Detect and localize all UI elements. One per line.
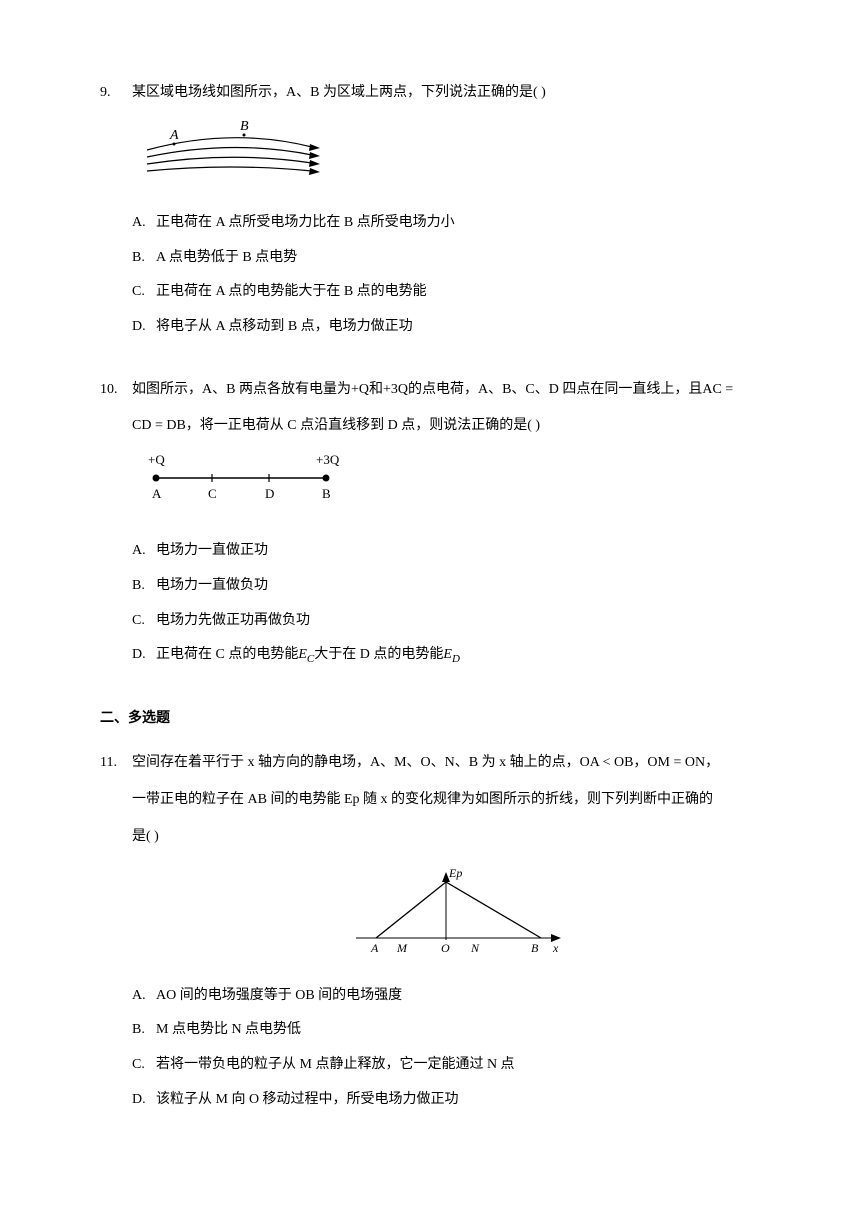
q10-fig-q1: +Q (148, 452, 165, 467)
opt-text: A 点电势低于 B 点电势 (156, 245, 297, 272)
q11-fig-b: B (531, 941, 539, 955)
opt-text: M 点电势比 N 点电势低 (156, 1017, 301, 1044)
q11-fig-x: x (552, 941, 559, 955)
q10-text-1: 如图所示，A、B 两点各放有电量为+Q和+3Q的点电荷，A、B、C、D 四点在同… (132, 377, 770, 404)
q10-node-b (323, 474, 330, 481)
opt-text: 正电荷在 A 点所受电场力比在 B 点所受电场力小 (156, 210, 455, 237)
opt-letter: C. (132, 1052, 156, 1079)
q9-option-a: A.正电荷在 A 点所受电场力比在 B 点所受电场力小 (132, 210, 770, 237)
opt-text: 正电荷在 A 点的电势能大于在 B 点的电势能 (156, 279, 427, 306)
q11-text-1: 空间存在着平行于 x 轴方向的静电场，A、M、O、N、B 为 x 轴上的点，OA… (132, 750, 770, 777)
opt-text: 正电荷在 C 点的电势能EC大于在 D 点的电势能ED (156, 642, 460, 670)
q9-figure: A B (132, 117, 770, 193)
ep-graph-icon: Ep A M O N B x (321, 860, 581, 960)
q11-number: 11. (100, 750, 132, 777)
q9-body: 某区域电场线如图所示，A、B 为区域上两点，下列说法正确的是( ) A B (132, 80, 770, 349)
question-9: 9. 某区域电场线如图所示，A、B 为区域上两点，下列说法正确的是( ) A B (100, 80, 770, 349)
opt-text: 该粒子从 M 向 O 移动过程中，所受电场力做正功 (156, 1087, 459, 1114)
q10-option-c: C.电场力先做正功再做负功 (132, 608, 770, 635)
q11-text-2: 一带正电的粒子在 AB 间的电势能 Ep 随 x 的变化规律为如图所示的折线，则… (132, 787, 770, 814)
q10-d-ed: ED (443, 647, 460, 662)
q11-fig-ep: Ep (448, 866, 462, 880)
q11-figure: Ep A M O N B x (132, 860, 770, 971)
opt-letter: B. (132, 573, 156, 600)
question-11: 11. 空间存在着平行于 x 轴方向的静电场，A、M、O、N、B 为 x 轴上的… (100, 750, 770, 1121)
opt-text: AO 间的电场强度等于 OB 间的电场强度 (156, 983, 402, 1010)
q9-stem: 9. 某区域电场线如图所示，A、B 为区域上两点，下列说法正确的是( ) A B (100, 80, 770, 349)
q9-option-b: B.A 点电势低于 B 点电势 (132, 245, 770, 272)
q10-d-ec: EC (298, 647, 314, 662)
q10-fig-a: A (152, 486, 162, 501)
q10-body: 如图所示，A、B 两点各放有电量为+Q和+3Q的点电荷，A、B、C、D 四点在同… (132, 377, 770, 678)
q11-options: A.AO 间的电场强度等于 OB 间的电场强度 B.M 点电势比 N 点电势低 … (132, 983, 770, 1113)
q10-fig-b: B (322, 486, 331, 501)
opt-letter: C. (132, 279, 156, 306)
q9-number: 9. (100, 80, 132, 107)
q11-stem: 11. 空间存在着平行于 x 轴方向的静电场，A、M、O、N、B 为 x 轴上的… (100, 750, 770, 1121)
opt-letter: D. (132, 642, 156, 670)
q11-fig-n: N (470, 941, 480, 955)
charge-line-icon: +Q +3Q A C D B (132, 450, 352, 510)
q10-fig-c: C (208, 486, 217, 501)
opt-letter: D. (132, 314, 156, 341)
q10-option-a: A.电场力一直做正功 (132, 538, 770, 565)
q11-fig-o: O (441, 941, 450, 955)
q11-fig-a: A (370, 941, 379, 955)
q9-text: 某区域电场线如图所示，A、B 为区域上两点，下列说法正确的是( ) (132, 80, 770, 107)
q10-text-2: CD = DB，将一正电荷从 C 点沿直线移到 D 点，则说法正确的是( ) (132, 413, 770, 440)
q11-option-b: B.M 点电势比 N 点电势低 (132, 1017, 770, 1044)
opt-letter: A. (132, 983, 156, 1010)
q10-d-mid: 大于在 D 点的电势能 (314, 647, 443, 662)
q9-fig-label-b: B (240, 119, 249, 134)
q11-body: 空间存在着平行于 x 轴方向的静电场，A、M、O、N、B 为 x 轴上的点，OA… (132, 750, 770, 1121)
q10-d-prefix: 正电荷在 C 点的电势能 (156, 647, 298, 662)
q10-option-b: B. 电场力一直做负功 (132, 573, 770, 600)
opt-letter: B. (132, 245, 156, 272)
opt-text: 电场力一直做正功 (156, 538, 268, 565)
q11-fig-m: M (396, 941, 408, 955)
opt-letter: B. (132, 1017, 156, 1044)
opt-letter: D. (132, 1087, 156, 1114)
q10-number: 10. (100, 377, 132, 404)
q10-fig-q2: +3Q (316, 452, 340, 467)
q9-options: A.正电荷在 A 点所受电场力比在 B 点所受电场力小 B.A 点电势低于 B … (132, 210, 770, 340)
q10-options: A.电场力一直做正功 B. 电场力一直做负功 C.电场力先做正功再做负功 D. … (132, 538, 770, 669)
opt-letter: C. (132, 608, 156, 635)
opt-letter: A. (132, 538, 156, 565)
question-10: 10. 如图所示，A、B 两点各放有电量为+Q和+3Q的点电荷，A、B、C、D … (100, 377, 770, 678)
q10-stem: 10. 如图所示，A、B 两点各放有电量为+Q和+3Q的点电荷，A、B、C、D … (100, 377, 770, 678)
q10-figure: +Q +3Q A C D B (132, 450, 770, 521)
opt-text: 若将一带负电的粒子从 M 点静止释放，它一定能通过 N 点 (156, 1052, 515, 1079)
section-2-header: 二、多选题 (100, 706, 770, 733)
opt-text: 将电子从 A 点移动到 B 点，电场力做正功 (156, 314, 413, 341)
q9-option-c: C.正电荷在 A 点的电势能大于在 B 点的电势能 (132, 279, 770, 306)
q10-fig-d: D (265, 486, 274, 501)
q9-option-d: D.将电子从 A 点移动到 B 点，电场力做正功 (132, 314, 770, 341)
q9-point-b (243, 133, 246, 136)
q11-text-3: 是( ) (132, 824, 770, 851)
q11-option-a: A.AO 间的电场强度等于 OB 间的电场强度 (132, 983, 770, 1010)
opt-text: 电场力先做正功再做负功 (156, 608, 310, 635)
q11-option-c: C.若将一带负电的粒子从 M 点静止释放，它一定能通过 N 点 (132, 1052, 770, 1079)
q10-node-a (153, 474, 160, 481)
q10-option-d: D. 正电荷在 C 点的电势能EC大于在 D 点的电势能ED (132, 642, 770, 670)
opt-letter: A. (132, 210, 156, 237)
opt-text: 电场力一直做负功 (156, 573, 268, 600)
q11-option-d: D.该粒子从 M 向 O 移动过程中，所受电场力做正功 (132, 1087, 770, 1114)
field-lines-icon: A B (132, 117, 332, 182)
q9-fig-label-a: A (169, 128, 179, 143)
